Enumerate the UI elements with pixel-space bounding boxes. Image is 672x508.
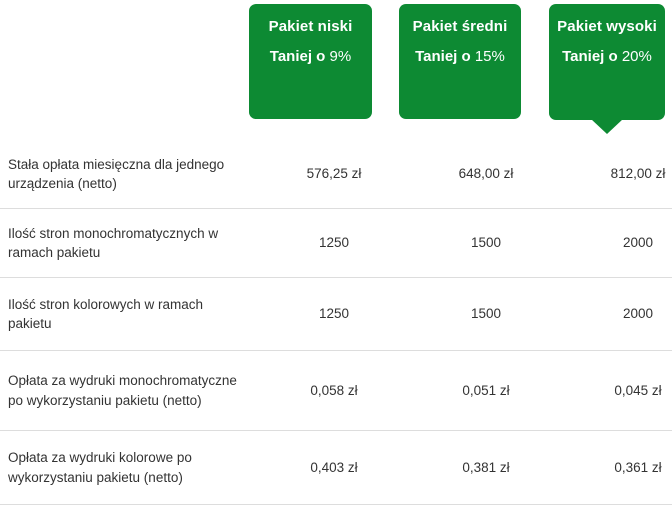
package-discount-label: Taniej o bbox=[415, 48, 471, 65]
feature-label: Opłata za wydruki monochromatyczne po wy… bbox=[8, 373, 237, 408]
feature-comparison-table: Stała opłata miesięczna dla jednego urzą… bbox=[0, 140, 672, 505]
table-row: Ilość stron monochromatycznych w ramach … bbox=[0, 209, 672, 278]
feature-label: Ilość stron monochromatycznych w ramach … bbox=[8, 225, 219, 261]
package-discount: Taniej o 20% bbox=[549, 48, 665, 66]
package-title: Pakiet niski bbox=[268, 18, 353, 35]
value-cell-wysoki: 812,00 zł bbox=[610, 166, 666, 182]
package-discount-value: 20% bbox=[621, 48, 652, 65]
value-cell-sredni: 1500 bbox=[470, 235, 502, 251]
table-row: Opłata za wydruki monochromatyczne po wy… bbox=[0, 351, 672, 431]
value-cell-sredni: 0,381 zł bbox=[462, 459, 510, 475]
package-discount: Taniej o 15% bbox=[399, 48, 521, 66]
package-discount: Taniej o 9% bbox=[249, 48, 372, 66]
value-cell-wysoki: 2000 bbox=[622, 235, 654, 251]
package-discount-value: 15% bbox=[474, 48, 505, 65]
value-cell-sredni: 648,00 zł bbox=[458, 166, 514, 182]
package-card-sredni[interactable]: Pakiet średni Taniej o 15% bbox=[399, 4, 521, 119]
table-row: Ilość stron kolorowych w ramach pakietu … bbox=[0, 278, 672, 351]
package-card-wysoki[interactable]: Pakiet wysoki Taniej o 20% bbox=[549, 4, 665, 134]
value-cell-sredni: 1500 bbox=[470, 306, 502, 322]
value-cell-niski: 1250 bbox=[318, 235, 350, 251]
value-cell-wysoki: 0,361 zł bbox=[614, 459, 662, 475]
value-cell-niski: 0,403 zł bbox=[310, 459, 358, 475]
table-row: Stała opłata miesięczna dla jednego urzą… bbox=[0, 140, 672, 209]
value-cell-wysoki: 2000 bbox=[622, 306, 654, 322]
package-discount-label: Taniej o bbox=[562, 48, 618, 65]
package-title: Pakiet średni bbox=[412, 18, 508, 35]
package-title: Pakiet wysoki bbox=[557, 18, 657, 35]
value-cell-wysoki: 0,045 zł bbox=[614, 382, 662, 398]
package-cards-row: Pakiet niski Taniej o 9% Pakiet średni T… bbox=[0, 0, 672, 140]
value-cell-niski: 576,25 zł bbox=[306, 166, 362, 182]
value-cell-sredni: 0,051 zł bbox=[462, 382, 510, 398]
feature-label: Opłata za wydruki kolorowe po wykorzysta… bbox=[8, 450, 192, 485]
value-cell-niski: 1250 bbox=[318, 306, 350, 322]
package-discount-label: Taniej o bbox=[269, 48, 326, 65]
selected-package-pointer-icon bbox=[591, 119, 623, 134]
table-row: Opłata za wydruki kolorowe po wykorzysta… bbox=[0, 431, 672, 505]
value-cell-niski: 0,058 zł bbox=[310, 382, 358, 398]
package-card-niski[interactable]: Pakiet niski Taniej o 9% bbox=[249, 4, 372, 119]
package-discount-value: 9% bbox=[329, 48, 352, 65]
feature-label: Stała opłata miesięczna dla jednego urzą… bbox=[8, 156, 225, 192]
feature-label: Ilość stron kolorowych w ramach pakietu bbox=[8, 296, 204, 332]
